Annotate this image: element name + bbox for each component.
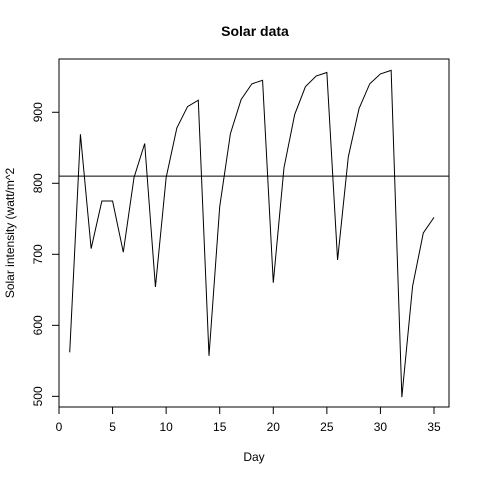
chart-title: Solar data: [221, 23, 289, 39]
x-tick-label: 25: [320, 420, 334, 434]
x-tick-label: 10: [159, 420, 173, 434]
x-tick-label: 30: [374, 420, 388, 434]
y-tick-label: 500: [31, 386, 45, 406]
x-tick-label: 5: [109, 420, 116, 434]
x-tick-label: 0: [56, 420, 63, 434]
y-axis: 500 600 700 800 900: [31, 102, 60, 406]
plot-frame: [58, 58, 450, 408]
x-tick-label: 35: [427, 420, 441, 434]
y-tick-label: 800: [31, 173, 45, 193]
y-axis-label: Solar intensity (watt/m^2: [3, 168, 17, 299]
x-tick-label: 20: [267, 420, 281, 434]
y-tick-label: 900: [31, 102, 45, 122]
y-tick-label: 700: [31, 244, 45, 264]
x-axis: 0 5 10 15 20 25 30 35: [56, 406, 441, 434]
y-tick-label: 600: [31, 315, 45, 335]
x-tick-label: 15: [213, 420, 227, 434]
x-axis-label: Day: [243, 450, 264, 464]
series-line-solar-intensity: [69, 69, 435, 398]
